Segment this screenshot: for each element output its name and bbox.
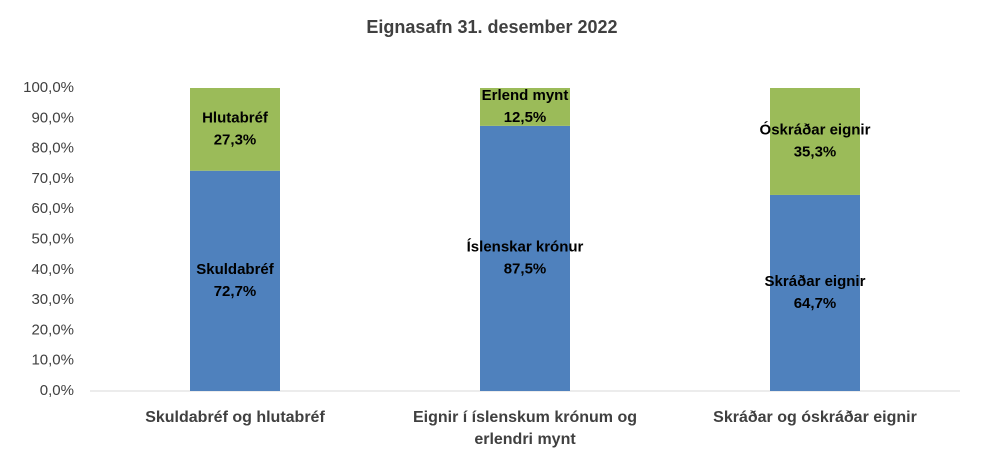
segment-label: Erlend mynt [482, 87, 569, 104]
value-label: 35,3% [794, 143, 837, 160]
x-tick-label: Skuldabréf og hlutabréf [145, 409, 325, 426]
bar-segment [770, 88, 860, 195]
value-label: 64,7% [794, 295, 837, 312]
segment-label: Skráðar eignir [765, 273, 866, 290]
y-tick-label: 30,0% [31, 291, 74, 308]
segment-label: Hlutabréf [202, 109, 269, 126]
y-tick-label: 100,0% [23, 79, 74, 96]
y-tick-label: 0,0% [40, 382, 74, 399]
x-tick-label: Eignir í íslenskum krónum og erlendri my… [412, 409, 638, 448]
bar-segment [190, 88, 280, 171]
bar-segment [190, 170, 280, 391]
segment-label: Skuldabréf [196, 261, 275, 278]
bar-segment [770, 194, 860, 391]
y-tick-label: 40,0% [31, 261, 74, 278]
y-tick-label: 50,0% [31, 230, 74, 247]
bar-segment [480, 88, 570, 126]
value-label: 72,7% [214, 283, 257, 300]
bar-segment [480, 125, 570, 391]
y-tick-label: 80,0% [31, 140, 74, 157]
y-tick-label: 20,0% [31, 321, 74, 338]
value-label: 12,5% [504, 109, 547, 126]
chart-title: Eignasafn 31. desember 2022 [366, 17, 617, 37]
y-tick-label: 10,0% [31, 352, 74, 369]
segment-label: Íslenskar krónur [467, 238, 584, 255]
segment-label: Óskráðar eignir [760, 120, 871, 138]
value-label: 27,3% [214, 131, 257, 148]
y-tick-label: 90,0% [31, 109, 74, 126]
y-tick-label: 60,0% [31, 200, 74, 217]
x-tick-label: Skráðar og óskráðar eignir [713, 409, 917, 426]
value-label: 87,5% [504, 260, 547, 277]
y-tick-label: 70,0% [31, 170, 74, 187]
